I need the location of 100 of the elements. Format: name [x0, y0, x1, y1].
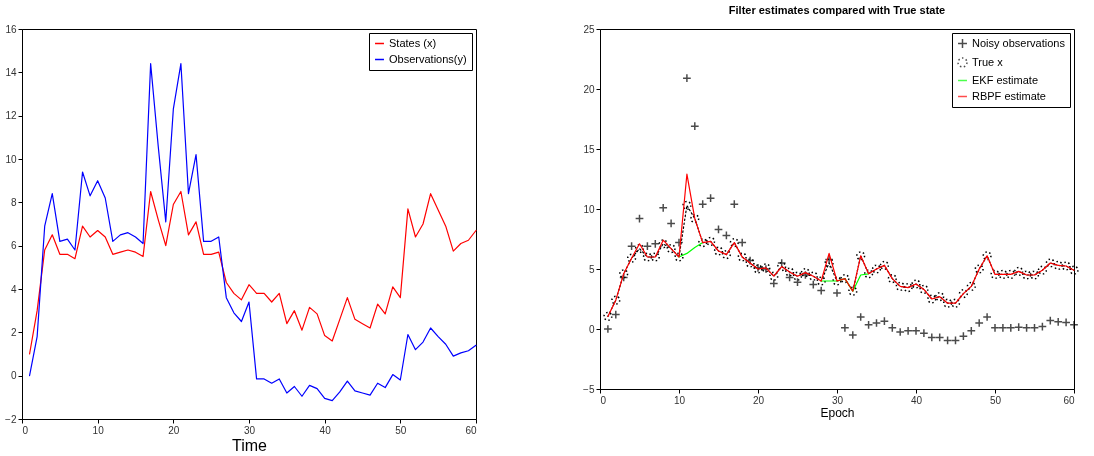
- point: [650, 239, 660, 249]
- legend-label: RBPF estimate: [972, 89, 1046, 102]
- point: [974, 264, 984, 274]
- x-tick-label: 20: [752, 394, 765, 406]
- point: [998, 323, 1008, 333]
- point: [848, 330, 858, 340]
- line-series: [28, 63, 477, 402]
- y-tick-label: −5: [583, 383, 595, 395]
- y-tick-label: 25: [583, 23, 595, 35]
- y-tick-label: 6: [10, 240, 17, 252]
- point: [658, 203, 668, 213]
- point: [690, 213, 700, 224]
- point: [1045, 258, 1055, 268]
- legend-label: EKF estimate: [972, 73, 1039, 86]
- y-tick-label: 5: [588, 263, 595, 275]
- point: [879, 260, 890, 271]
- point: [611, 295, 621, 305]
- y-tick-label: 10: [5, 153, 17, 165]
- point: [919, 284, 929, 295]
- point: [887, 273, 897, 284]
- point: [777, 261, 787, 272]
- point: [792, 271, 803, 281]
- point: [840, 273, 850, 284]
- point: [650, 252, 660, 262]
- x-tick-label: 60: [1063, 394, 1075, 406]
- legend-label: States (x): [389, 36, 437, 49]
- point: [737, 252, 747, 262]
- point: [816, 276, 826, 286]
- point: [729, 199, 739, 209]
- point: [832, 288, 842, 298]
- x-tick-label: 0: [22, 424, 29, 436]
- point: [603, 324, 613, 334]
- point: [1006, 269, 1016, 280]
- point: [1014, 322, 1024, 332]
- y-tick-label: 16: [5, 23, 17, 35]
- line-series: [28, 190, 477, 355]
- point: [698, 237, 708, 248]
- point: [911, 279, 921, 289]
- point: [871, 264, 882, 274]
- point: [927, 294, 937, 304]
- point: [856, 251, 866, 261]
- point: [903, 282, 913, 293]
- point: [808, 271, 818, 281]
- point: [634, 243, 645, 254]
- point: [682, 73, 692, 83]
- point: [666, 243, 676, 254]
- point: [824, 258, 834, 268]
- x-tick-label: 10: [92, 424, 105, 436]
- y-tick-label: −2: [5, 413, 17, 425]
- point: [840, 323, 850, 333]
- point: [1069, 265, 1079, 275]
- point: [935, 291, 945, 302]
- point: [974, 318, 984, 328]
- point: [950, 298, 961, 308]
- x-tick-label: 30: [831, 394, 844, 406]
- point: [603, 311, 613, 322]
- point: [982, 251, 992, 261]
- x-tick-label: 0: [600, 394, 607, 406]
- x-tick-label: 40: [910, 394, 923, 406]
- x-tick-label: 30: [243, 424, 256, 436]
- point: [658, 239, 668, 249]
- y-tick-label: 2: [10, 326, 17, 338]
- x-tick-label: 50: [395, 424, 407, 436]
- y-tick-label: 4: [10, 283, 17, 295]
- x-axis-title: Time: [232, 436, 268, 454]
- point: [990, 323, 1000, 333]
- point: [832, 276, 842, 286]
- point: [784, 267, 795, 277]
- x-tick-label: 40: [319, 424, 332, 436]
- legend-label: Observations(y): [389, 52, 467, 65]
- point: [1037, 265, 1048, 275]
- y-tick-label: 12: [5, 110, 17, 122]
- point: [626, 253, 637, 263]
- point: [1053, 317, 1063, 327]
- x-tick-label: 60: [465, 424, 477, 436]
- y-tick-label: 10: [583, 203, 595, 215]
- x-axis-title: Epoch: [820, 405, 855, 420]
- point: [887, 323, 897, 333]
- point: [1029, 270, 1040, 280]
- point: [848, 286, 858, 296]
- point: [769, 271, 779, 281]
- point: [1021, 270, 1032, 280]
- point: [990, 269, 1000, 280]
- point: [958, 288, 969, 299]
- point: [690, 121, 700, 131]
- point: [919, 328, 929, 338]
- point: [1053, 260, 1063, 271]
- point: [966, 281, 976, 292]
- x-tick-label: 10: [673, 394, 686, 406]
- y-tick-label: 8: [10, 196, 17, 208]
- x-tick-label: 20: [168, 424, 180, 436]
- y-tick-label: 0: [10, 370, 17, 382]
- point: [682, 200, 692, 211]
- point: [863, 269, 874, 279]
- point: [674, 252, 684, 262]
- point: [698, 199, 708, 209]
- line-series: [607, 173, 1075, 317]
- point: [856, 312, 866, 322]
- point: [1006, 323, 1016, 333]
- point: [942, 298, 953, 308]
